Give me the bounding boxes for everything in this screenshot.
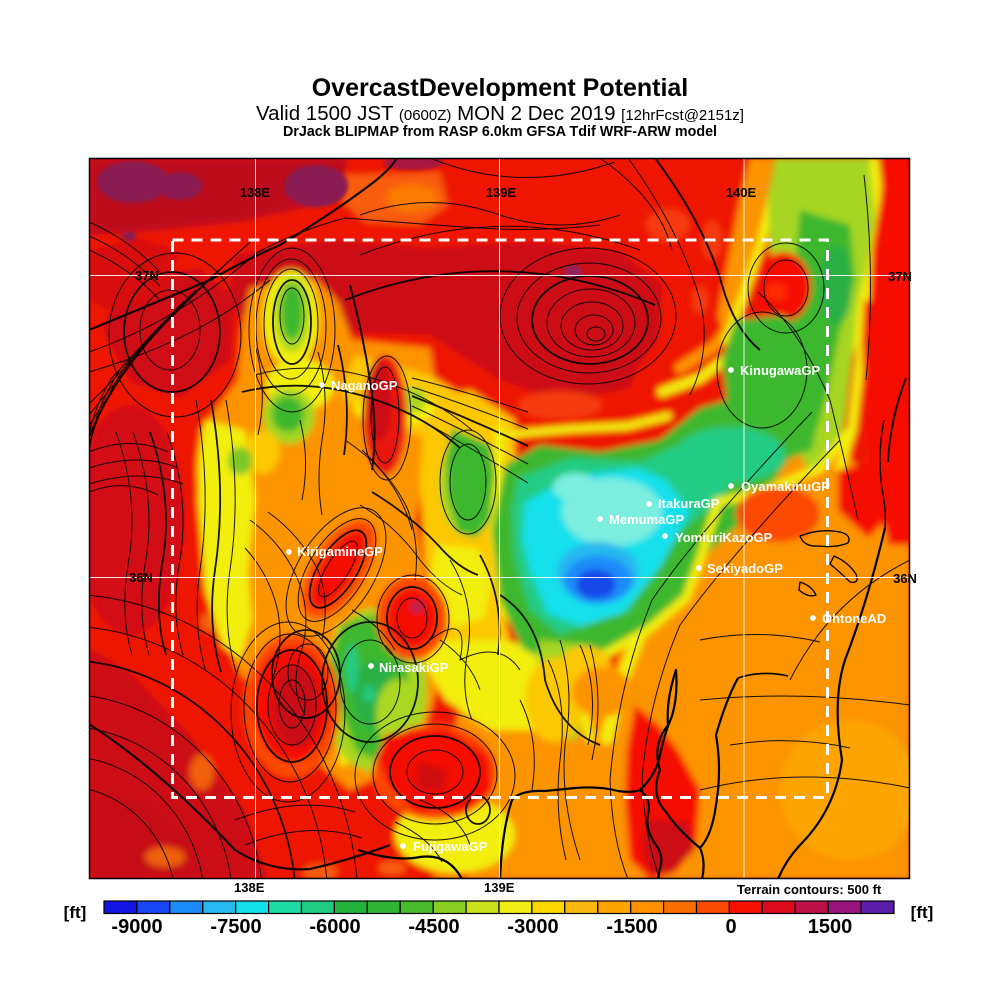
svg-text:-3000: -3000 xyxy=(507,916,558,938)
svg-text:KinugawaGP: KinugawaGP xyxy=(740,363,821,378)
svg-text:-6000: -6000 xyxy=(309,916,360,938)
svg-text:-1500: -1500 xyxy=(606,916,657,938)
svg-text:-9000: -9000 xyxy=(111,916,162,938)
svg-text:36N: 36N xyxy=(893,571,917,586)
svg-text:1500: 1500 xyxy=(808,916,853,938)
svg-text:[ft]: [ft] xyxy=(64,903,87,922)
svg-text:36N: 36N xyxy=(129,570,153,585)
svg-text:37N: 37N xyxy=(888,269,912,284)
svg-text:37N: 37N xyxy=(135,268,159,283)
svg-text:138E: 138E xyxy=(240,185,271,200)
svg-text:ItakuraGP: ItakuraGP xyxy=(658,496,720,511)
svg-text:YomiuriKazoGP: YomiuriKazoGP xyxy=(675,530,773,545)
svg-text:NaganoGP: NaganoGP xyxy=(331,378,398,393)
svg-text:NirasakiGP: NirasakiGP xyxy=(379,660,449,675)
svg-text:-7500: -7500 xyxy=(210,916,261,938)
svg-text:OhtoneAD: OhtoneAD xyxy=(822,611,886,626)
svg-text:FujigawaGP: FujigawaGP xyxy=(413,839,488,854)
svg-text:0: 0 xyxy=(725,916,736,938)
svg-text:139E: 139E xyxy=(486,185,517,200)
svg-text:OyamakinuGP: OyamakinuGP xyxy=(741,479,830,494)
svg-text:MemumaGP: MemumaGP xyxy=(609,512,684,527)
svg-text:-4500: -4500 xyxy=(408,916,459,938)
svg-text:SekiyadoGP: SekiyadoGP xyxy=(707,561,783,576)
svg-text:KirigamineGP: KirigamineGP xyxy=(297,544,383,559)
svg-text:[ft]: [ft] xyxy=(911,903,934,922)
svg-text:140E: 140E xyxy=(726,185,757,200)
